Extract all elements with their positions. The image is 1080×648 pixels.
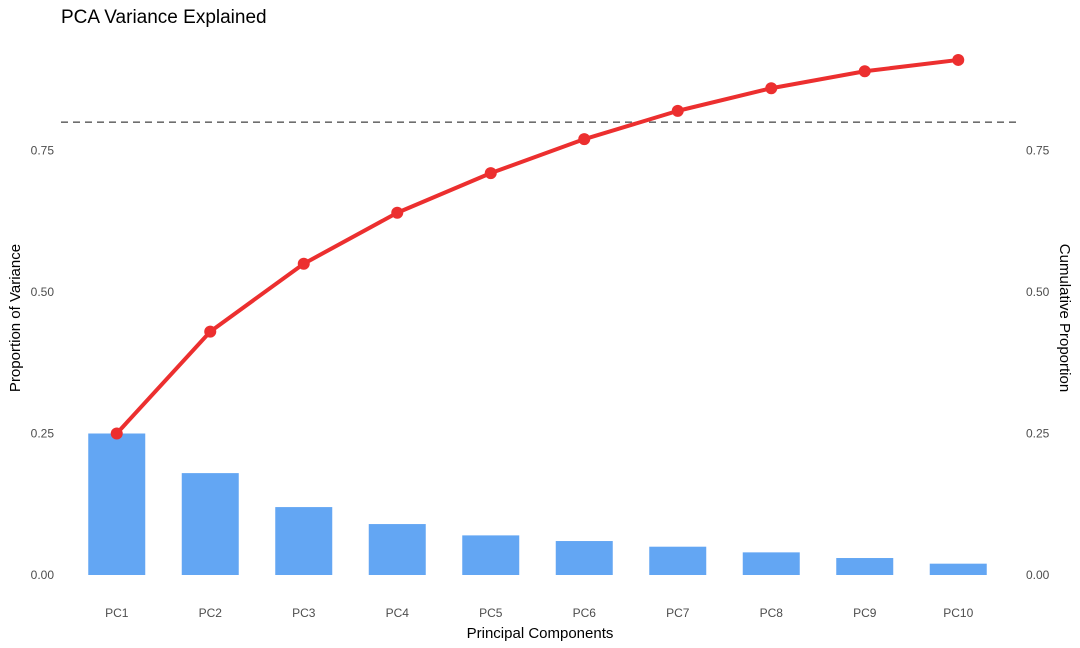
y-tick-label: 0.00: [31, 568, 55, 582]
x-tick-label: PC10: [943, 606, 973, 620]
point-pc1: [110, 427, 123, 440]
point-pc9: [858, 65, 871, 78]
y-tick-label: 0.75: [31, 144, 55, 158]
bar-pc10: [929, 563, 987, 575]
y-axis-label: Proportion of Variance: [7, 244, 24, 392]
bar-pc4: [368, 524, 426, 575]
y2-axis-label: Cumulative Proportion: [1056, 244, 1073, 392]
bar-pc7: [649, 546, 707, 575]
point-pc4: [391, 206, 404, 219]
y-tick-label: 0.50: [31, 285, 55, 299]
point-pc5: [484, 167, 497, 180]
bar-pc9: [836, 558, 894, 575]
x-tick-label: PC1: [105, 606, 129, 620]
x-tick-label: PC2: [199, 606, 223, 620]
x-tick-label: PC6: [573, 606, 597, 620]
x-tick-label: PC5: [479, 606, 503, 620]
point-pc10: [952, 53, 965, 66]
cumulative-line: [114, 57, 961, 436]
y2-tick-label: 0.25: [1026, 427, 1050, 441]
x-axis-label: Principal Components: [467, 625, 614, 642]
x-tick-label: PC8: [760, 606, 784, 620]
bar-pc1: [88, 433, 146, 575]
chart-title: PCA Variance Explained: [61, 7, 267, 28]
point-pc2: [204, 325, 217, 338]
y2-tick-label: 0.00: [1026, 568, 1050, 582]
x-axis: PC1 PC2 PC3 PC4 PC5 PC6 PC7 PC8 PC9 PC10: [105, 606, 974, 620]
bar-pc6: [555, 541, 613, 575]
y-tick-label: 0.25: [31, 427, 55, 441]
y2-tick-label: 0.75: [1026, 144, 1050, 158]
bar-pc5: [462, 535, 520, 575]
bar-pc2: [181, 473, 239, 575]
x-tick-label: PC7: [666, 606, 690, 620]
bar-pc8: [742, 552, 800, 575]
point-pc7: [671, 104, 684, 117]
x-tick-label: PC4: [386, 606, 410, 620]
x-tick-label: PC9: [853, 606, 877, 620]
point-pc8: [765, 82, 778, 95]
point-pc6: [578, 133, 591, 146]
y2-tick-label: 0.50: [1026, 285, 1050, 299]
y-axis-right: 0.00 0.25 0.50 0.75: [1026, 144, 1050, 583]
cumulative-line-series: [110, 53, 965, 440]
x-tick-label: PC3: [292, 606, 316, 620]
point-pc3: [297, 257, 310, 270]
y-axis-left: 0.00 0.25 0.50 0.75: [31, 144, 55, 583]
bar-pc3: [275, 507, 333, 575]
bar-series: [88, 433, 987, 575]
